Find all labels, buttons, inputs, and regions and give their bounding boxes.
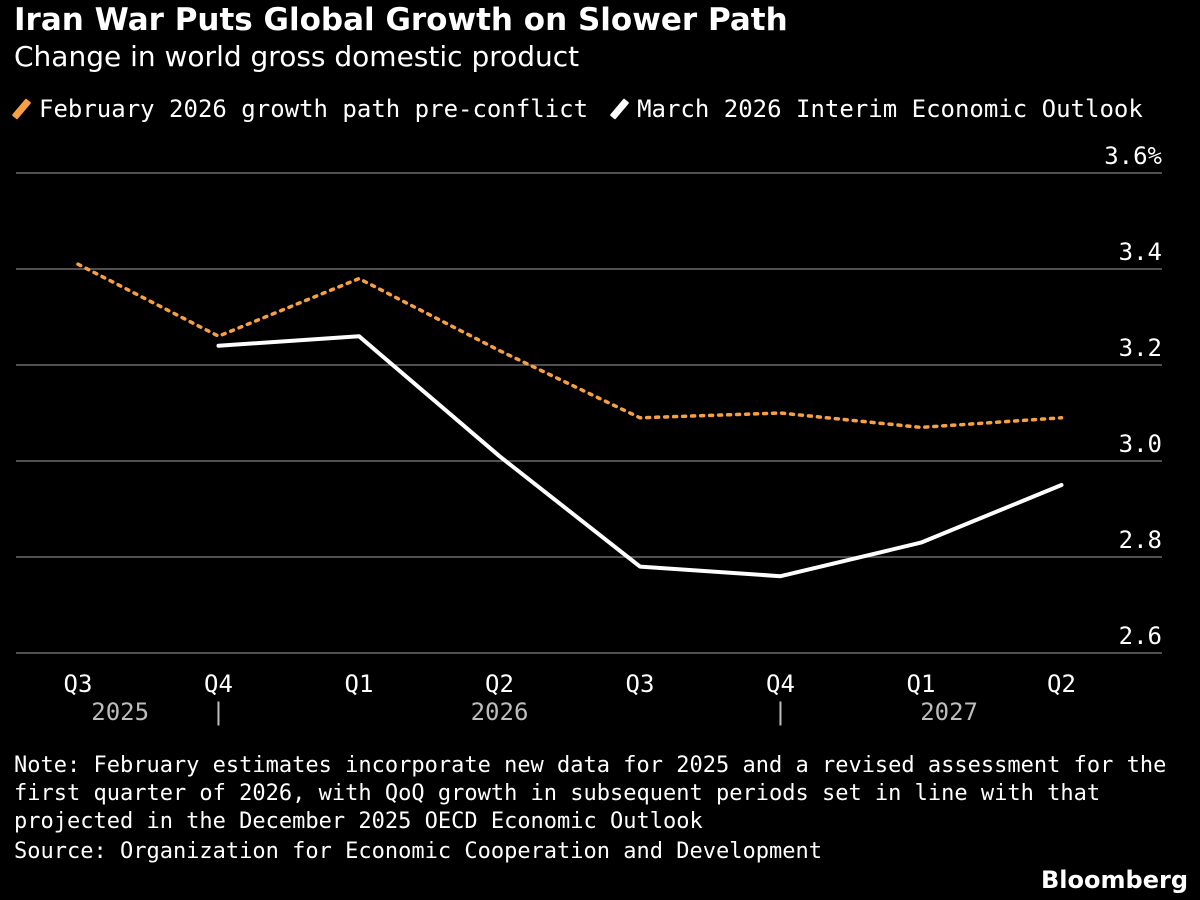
series-line-march (216, 334, 1064, 579)
bloomberg-logo: Bloomberg (1041, 866, 1188, 894)
y-tick-label: 3.2 (1119, 334, 1162, 362)
x-tick-label: Q2 (485, 670, 514, 698)
legend: February 2026 growth path pre-conflict M… (11, 95, 1167, 123)
x-tick-label: Q3 (626, 670, 655, 698)
year-label: 2026 (471, 698, 529, 726)
year-separator: | (773, 698, 787, 726)
chart-source: Source: Organization for Economic Cooper… (14, 839, 822, 864)
x-tick-label: Q4 (766, 670, 795, 698)
legend-swatch-february (11, 98, 32, 120)
y-tick-label: 3.4 (1119, 238, 1162, 266)
y-tick-label: 2.8 (1119, 526, 1162, 554)
legend-item-march: March 2026 Interim Economic Outlook (609, 95, 1143, 123)
series-line-february (76, 262, 1064, 430)
year-separator: | (211, 698, 225, 726)
legend-item-february: February 2026 growth path pre-conflict (11, 95, 589, 123)
y-tick-label: 3.6% (1104, 142, 1162, 170)
line-chart: 3.6% 3.4 3.2 3.0 2.8 2.6 Q3 Q4 Q1 Q2 Q3 Q4 Q1 Q2 | | 202… (16, 142, 1163, 726)
x-tick-label: Q2 (1047, 670, 1076, 698)
y-tick-label: 3.0 (1119, 430, 1162, 458)
legend-swatch-march (609, 98, 630, 120)
chart-title: Iran War Puts Global Growth on Slower Pa… (14, 2, 788, 38)
legend-label-march: March 2026 Interim Economic Outlook (637, 95, 1143, 123)
legend-label-february: February 2026 growth path pre-conflict (39, 95, 589, 123)
x-tick-label: Q4 (204, 670, 233, 698)
x-tick-label: Q1 (345, 670, 374, 698)
y-tick-label: 2.6 (1119, 622, 1162, 650)
x-tick-label: Q1 (907, 670, 936, 698)
year-label: 2025 (91, 698, 149, 726)
chart-subtitle: Change in world gross domestic product (14, 40, 580, 73)
chart-note: Note: February estimates incorporate new… (14, 753, 1167, 834)
year-label: 2027 (920, 698, 978, 726)
x-tick-label: Q3 (64, 670, 93, 698)
